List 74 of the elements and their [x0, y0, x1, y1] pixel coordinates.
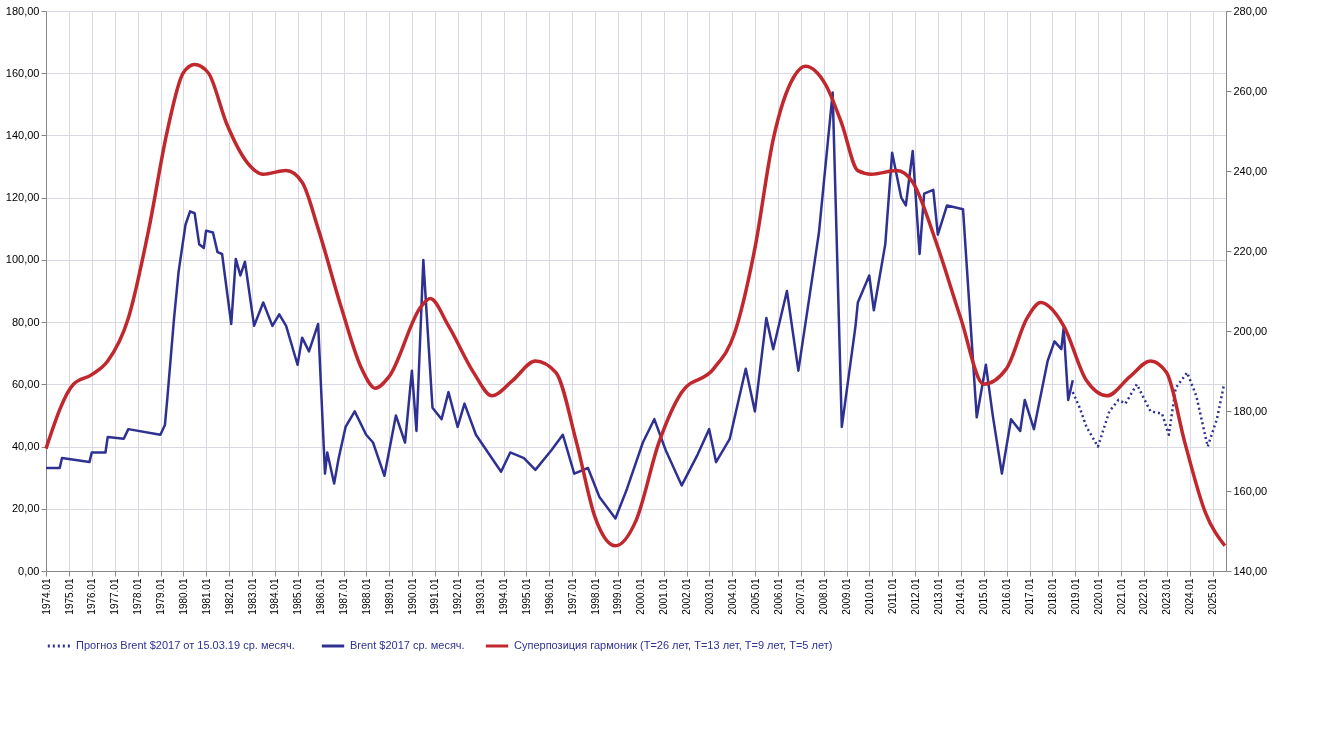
x-tick-label: 1974.01 [40, 578, 52, 615]
y2-tick-label: 280,00 [1233, 4, 1268, 17]
x-tick-label: 2013.01 [932, 578, 944, 615]
x-tick-label: 2001.01 [658, 578, 670, 615]
x-tick-label: 2003.01 [703, 578, 715, 615]
x-tick-label: 2002.01 [681, 578, 693, 615]
x-tick-label: 1998.01 [589, 578, 601, 615]
x-tick-label: 2019.01 [1069, 578, 1081, 615]
x-tick-label: 2005.01 [749, 578, 761, 615]
y-tick-label: 40,00 [11, 440, 40, 453]
x-tick-label: 1984.01 [269, 578, 281, 615]
x-tick-label: 1987.01 [338, 578, 350, 615]
x-tick-label: 1982.01 [223, 578, 235, 615]
x-tick-label: 2014.01 [955, 578, 967, 615]
legend-label: Прогноз Brent $2017 от 15.03.19 ср. месяч. [76, 639, 295, 651]
x-tick-label: 1978.01 [132, 578, 144, 615]
x-tick-label: 1989.01 [383, 578, 395, 615]
line-series [44, 62, 1227, 548]
x-tick-label: 2022.01 [1138, 578, 1150, 615]
x-tick-label: 2011.01 [886, 578, 898, 614]
y2-tick-label: 140,00 [1233, 564, 1268, 577]
x-tick-label: 1979.01 [155, 578, 167, 615]
x-tick-label: 2017.01 [1024, 578, 1036, 615]
y2-tick-label: 200,00 [1233, 324, 1268, 337]
x-tick-label: 1997.01 [566, 578, 578, 615]
x-tick-label: 1991.01 [429, 578, 441, 615]
x-tick-label: 1985.01 [292, 578, 304, 615]
x-tick-label: 2008.01 [818, 578, 830, 615]
x-tick-label: 2021.01 [1115, 578, 1127, 615]
y2-tick-label: 240,00 [1233, 164, 1268, 177]
y2-tick-label: 260,00 [1233, 84, 1268, 97]
x-tick-label: 2015.01 [978, 578, 990, 615]
x-tick-label: 1988.01 [360, 578, 372, 615]
x-tick-label: 2023.01 [1161, 578, 1173, 615]
x-tick-label: 2009.01 [841, 578, 853, 615]
x-tick-label: 1986.01 [315, 578, 327, 615]
x-tick-label: 1977.01 [109, 578, 121, 615]
x-tick-label: 2025.01 [1207, 578, 1219, 615]
x-tick-label: 2007.01 [795, 578, 807, 615]
x-tick-label: 2004.01 [726, 578, 738, 615]
x-tick-label: 2006.01 [772, 578, 784, 615]
x-tick-label: 1993.01 [475, 578, 487, 615]
x-tick-label: 2018.01 [1046, 578, 1058, 615]
x-tick-label: 2020.01 [1092, 578, 1104, 615]
x-tick-label: 2000.01 [635, 578, 647, 615]
y2-tick-label: 220,00 [1233, 244, 1268, 257]
x-tick-label: 1995.01 [520, 578, 532, 615]
y-tick-label: 120,00 [5, 191, 40, 204]
y-tick-label: 80,00 [11, 315, 40, 328]
x-tick-label: 1990.01 [406, 578, 418, 615]
legend-label: Суперпозиция гармоник (Т=26 лет, Т=13 лет, Т=9 лет, Т=5 лет) [514, 639, 833, 651]
x-tick-label: 1994.01 [498, 578, 510, 615]
y-tick-label: 140,00 [5, 128, 40, 141]
x-tick-label: 1975.01 [63, 578, 75, 615]
x-tick-label: 1976.01 [86, 578, 98, 615]
legend-label: Brent $2017 ср. месяч. [350, 639, 465, 651]
y-tick-label: 180,00 [5, 4, 40, 17]
x-tick-label: 2012.01 [909, 578, 921, 615]
x-tick-label: 1983.01 [246, 578, 258, 615]
x-tick-label: 2024.01 [1184, 578, 1196, 615]
y2-tick-label: 160,00 [1233, 484, 1268, 497]
x-tick-label: 2010.01 [863, 578, 875, 615]
y-tick-label: 20,00 [11, 502, 40, 515]
x-tick-label: 2016.01 [1001, 578, 1013, 615]
y-tick-label: 0,00 [18, 564, 40, 577]
x-tick-label: 1999.01 [612, 578, 624, 615]
y2-tick-label: 180,00 [1233, 404, 1268, 417]
x-tick-label: 1996.01 [543, 578, 555, 615]
y-tick-label: 160,00 [5, 66, 40, 79]
y-tick-label: 100,00 [5, 253, 40, 266]
x-tick-label: 1981.01 [200, 578, 212, 615]
x-tick-label: 1980.01 [177, 578, 189, 615]
y-tick-label: 60,00 [11, 377, 40, 390]
x-tick-label: 1992.01 [452, 578, 464, 615]
